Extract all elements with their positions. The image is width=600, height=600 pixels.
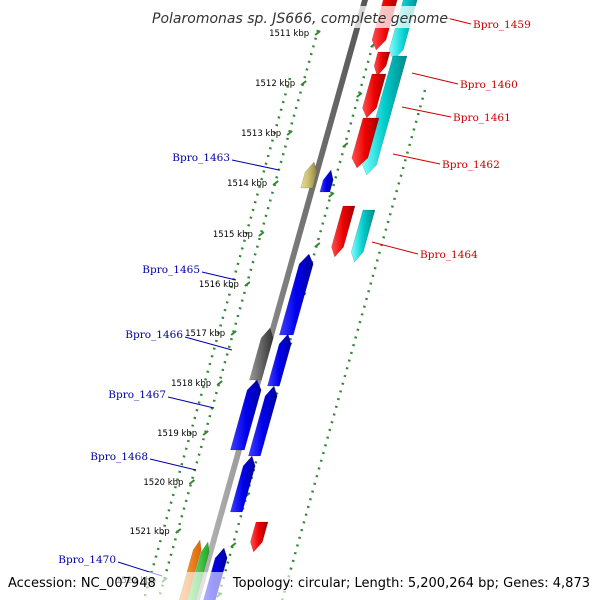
scale-label: 1514 kbp bbox=[227, 179, 267, 189]
scale-tick bbox=[286, 130, 293, 136]
gene-arrow bbox=[351, 117, 380, 169]
gene-arrow bbox=[278, 253, 314, 336]
scale-tick bbox=[230, 542, 237, 548]
scale-label: 1517 kbp bbox=[185, 329, 225, 339]
gene-label: Bpro_1467 bbox=[108, 389, 166, 401]
genome-backbone bbox=[194, 0, 368, 600]
dotted-track bbox=[280, 89, 427, 600]
gene-label: Bpro_1461 bbox=[453, 112, 511, 124]
scale-tick bbox=[342, 142, 349, 148]
scale-tick bbox=[202, 430, 209, 436]
gene-arrow bbox=[248, 385, 278, 457]
gene-arrow bbox=[250, 521, 269, 553]
scale-tick bbox=[314, 242, 321, 248]
scale-tick bbox=[300, 80, 307, 86]
gene-label: Bpro_1470 bbox=[58, 554, 116, 566]
gene-label: Bpro_1468 bbox=[90, 451, 148, 463]
scale-tick bbox=[175, 528, 182, 534]
leader-line bbox=[184, 336, 233, 351]
leader-line bbox=[371, 241, 419, 255]
scale-label: 1521 kbp bbox=[130, 527, 170, 537]
gene-arrow bbox=[331, 205, 356, 258]
gene-arrow bbox=[267, 333, 292, 387]
gene-label: Bpro_1459 bbox=[473, 19, 531, 31]
leader-line bbox=[392, 153, 441, 165]
scale-tick bbox=[258, 231, 265, 237]
gene-label: Bpro_1465 bbox=[142, 264, 200, 276]
leader-line bbox=[231, 159, 280, 171]
scale-label: 1513 kbp bbox=[241, 129, 281, 139]
scale-tick bbox=[244, 281, 251, 287]
footer-backdrop bbox=[0, 572, 600, 600]
gene-arrow bbox=[373, 51, 391, 77]
map-title: Polaromonas sp. JS666, complete genome bbox=[152, 11, 448, 27]
scale-label: 1520 kbp bbox=[143, 478, 183, 488]
accession-text: Accession: NC_007948 bbox=[8, 576, 156, 591]
leader-line bbox=[446, 17, 472, 25]
scale-tick bbox=[314, 30, 321, 36]
gene-label: Bpro_1463 bbox=[172, 152, 230, 164]
leader-line bbox=[411, 72, 459, 85]
scale-label: 1511 kbp bbox=[269, 29, 309, 39]
leader-line bbox=[167, 396, 215, 409]
scale-tick bbox=[216, 380, 223, 386]
gene-arrow bbox=[300, 161, 318, 189]
topology-text: Topology: circular; Length: 5,200,264 bp… bbox=[232, 576, 590, 591]
gene-label: Bpro_1464 bbox=[420, 249, 478, 261]
leader-line bbox=[201, 271, 237, 281]
gene-arrow bbox=[229, 455, 256, 513]
scale-tick bbox=[328, 192, 335, 198]
scale-tick bbox=[356, 92, 363, 98]
gene-label: Bpro_1466 bbox=[125, 329, 183, 341]
leader-line bbox=[401, 106, 452, 118]
gene-arrow bbox=[350, 209, 376, 263]
gene-arrow bbox=[249, 327, 274, 381]
gene-arrow bbox=[362, 73, 387, 119]
scale-label: 1515 kbp bbox=[213, 230, 253, 240]
scale-label: 1512 kbp bbox=[255, 79, 295, 89]
scale-label: 1518 kbp bbox=[171, 379, 211, 389]
scale-label: 1519 kbp bbox=[157, 429, 197, 439]
gene-features bbox=[178, 0, 418, 600]
gene-arrow bbox=[230, 379, 262, 451]
gene-arrow bbox=[319, 169, 334, 193]
title-backdrop bbox=[150, 6, 450, 28]
scale-label: 1516 kbp bbox=[199, 280, 239, 290]
scale-tick bbox=[188, 479, 196, 485]
scale-tick bbox=[272, 180, 279, 186]
gene-label: Bpro_1460 bbox=[460, 79, 518, 91]
leader-line bbox=[149, 458, 197, 471]
scale-tick bbox=[230, 330, 237, 336]
gene-label: Bpro_1462 bbox=[442, 159, 500, 171]
gene-labels: Bpro_1463 Bpro_1465 Bpro_1466 Bpro_1467 Bpro… bbox=[58, 19, 531, 566]
